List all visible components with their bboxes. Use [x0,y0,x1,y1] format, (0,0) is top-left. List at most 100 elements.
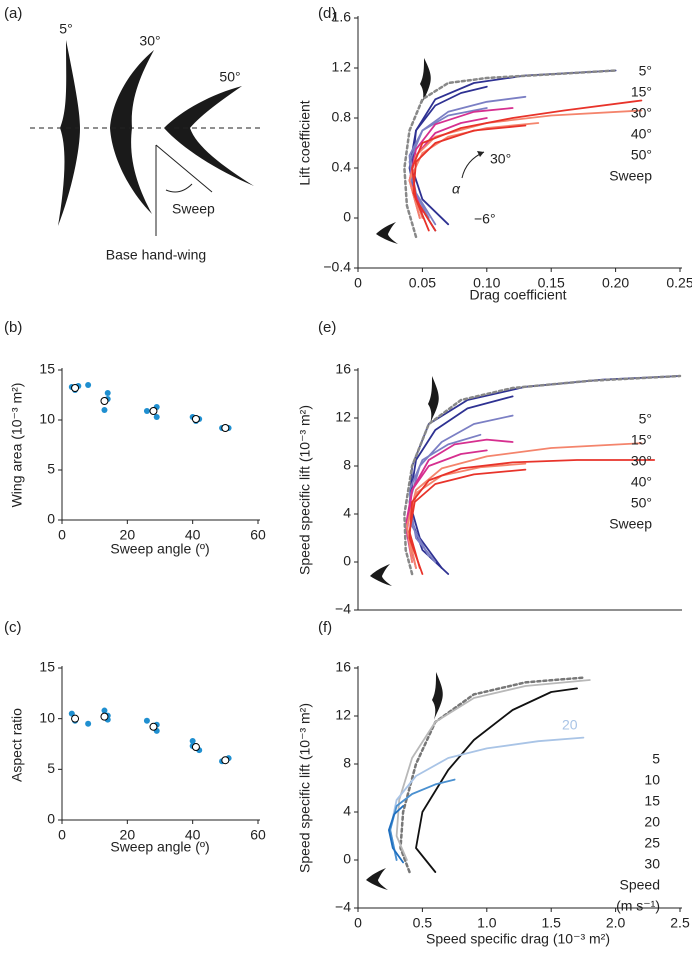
annotation: α [452,181,461,197]
y-tick-label: 10 [39,709,55,725]
y-tick-label: 5 [47,461,55,477]
y-tick-label: 12 [335,409,351,425]
curve [404,449,488,563]
annotation: 30° [490,151,511,167]
data-point [104,390,111,396]
legend-entry: 40° [631,126,652,142]
x-tick-label: 0 [58,527,66,543]
annotation: 20 [562,717,578,733]
x-tick-label: 20 [120,827,136,843]
panel-label: (b) [4,319,22,336]
wing-30 [110,50,154,214]
data-point [101,707,108,714]
data-point [85,720,92,727]
y-tick-label: 1.2 [332,59,352,75]
y-tick-label: 4 [343,803,351,819]
x-tick-label: 60 [250,527,266,543]
arrow-head [477,151,484,157]
annotation: Sweep [172,201,215,217]
silhouette [420,58,431,104]
panel-label: (d) [318,5,336,22]
curve [411,99,643,232]
x-tick-label: 0.15 [538,275,565,291]
y-tick-label: 0 [47,811,55,827]
legend-entry: 50° [631,495,652,511]
legend-title: Sweep [609,516,652,532]
curve [389,778,456,861]
y-tick-label: 0 [47,511,55,527]
mean-point [191,743,200,752]
dashed-curve [403,374,682,576]
angle-label: 30° [139,33,160,49]
silhouettes [366,58,443,890]
y-tick-label: 12 [335,707,351,723]
y-tick-label: 0.8 [332,109,352,125]
annotation: −6° [474,211,496,227]
legend-title: Sweep [609,168,652,184]
silhouette [370,564,392,586]
angle-label: 5° [59,21,72,37]
wing-50 [164,86,254,186]
sweep-line [155,144,213,193]
mean-point [100,712,109,721]
legend-title: Speed [620,877,660,893]
data-point [101,407,108,413]
mean-point [71,384,80,392]
legend-entry: 30 [644,856,660,872]
x-tick-label: 1.5 [541,915,561,931]
annotation: Base hand-wing [106,247,206,263]
x-tick-label: 0.10 [473,275,500,291]
legend-entry: 5° [639,411,652,427]
y-axis-title: Aspect ratio [9,708,25,782]
x-tick-label: 2.0 [606,915,626,931]
curve [408,109,643,219]
silhouette [432,672,443,720]
legend-entry: 5° [639,63,652,79]
legend-entry: 10 [644,772,660,788]
x-tick-label: 0 [58,827,66,843]
y-tick-label: 0 [343,209,351,225]
x-axis-title: Drag coefficient [469,287,566,303]
curve [406,462,527,563]
mean-point [221,424,230,432]
y-tick-label: 8 [343,755,351,771]
sweep-arc [165,183,193,193]
curve [408,122,540,219]
y-tick-label: 8 [343,457,351,473]
x-axis-title: Speed specific drag (10⁻³ m²) [426,931,610,947]
silhouette [366,868,388,890]
mean-point [100,397,109,405]
mean-point [149,722,158,731]
x-tick-label: 0.5 [413,915,433,931]
y-tick-label: −0.4 [323,259,351,275]
data-point [143,408,150,414]
y-tick-label: 4 [343,505,351,521]
curve [408,414,514,563]
y-axis-title: Lift coefficient [297,100,313,185]
legend-entry: 50° [631,147,652,163]
curve [412,124,527,232]
x-tick-label: 60 [250,827,266,843]
x-axis-title: Sweep angle (º) [110,839,209,855]
legend-entry: 5 [652,751,660,767]
x-tick-label: 0 [354,275,362,291]
x-tick-label: 0.05 [409,275,436,291]
y-tick-label: 0.4 [332,159,352,175]
y-tick-label: −4 [335,899,351,915]
silhouette [376,222,398,244]
data-point [85,382,92,388]
x-tick-label: 0 [354,915,362,931]
y-axis-title: Wing area (10⁻³ m²) [9,383,25,508]
y-tick-label: −4 [335,601,351,617]
legend-entry: 30° [631,105,652,121]
y-tick-label: 10 [39,411,55,427]
curve [408,433,482,557]
curve [408,468,527,569]
y-axis-title: Speed specific lift (10⁻³ m²) [297,405,313,575]
x-tick-label: 2.5 [670,915,690,931]
silhouette [428,376,439,424]
y-tick-label: 5 [47,760,55,776]
y-axis-title: Speed specific lift (10⁻³ m²) [297,703,313,873]
y-tick-label: 16 [335,361,351,377]
